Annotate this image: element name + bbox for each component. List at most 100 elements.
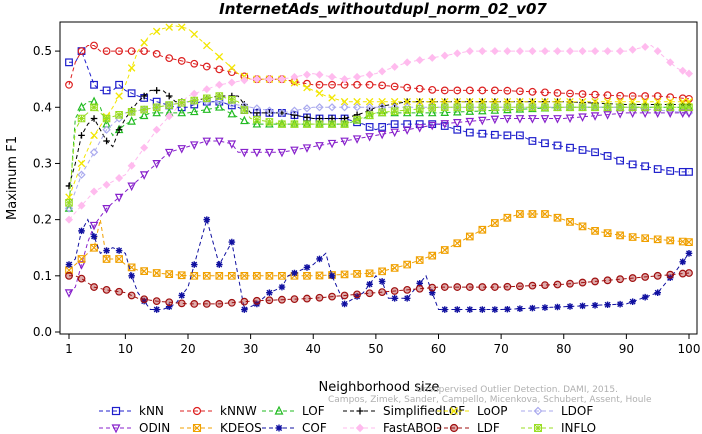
point-lof-21 bbox=[189, 106, 199, 116]
point-kdeos-81 bbox=[566, 218, 574, 226]
x-tick-label-1: 1 bbox=[65, 342, 73, 356]
point-fastabod-57 bbox=[415, 56, 424, 65]
point-cof-95 bbox=[654, 289, 661, 296]
point-odin-71 bbox=[503, 115, 512, 124]
point-ldf-45 bbox=[340, 291, 349, 300]
point-fastabod-89 bbox=[616, 47, 625, 56]
point-ldf-27 bbox=[227, 298, 236, 307]
point-ldof-31 bbox=[252, 104, 262, 113]
point-loop-39 bbox=[303, 83, 311, 92]
point-loop-27 bbox=[228, 64, 236, 72]
point-lof-31 bbox=[252, 118, 262, 128]
point-loop-21 bbox=[190, 30, 199, 38]
point-ldf-31 bbox=[252, 296, 261, 305]
point-fastabod-99 bbox=[678, 66, 687, 75]
point-lof-19 bbox=[177, 107, 186, 117]
point-knn-79 bbox=[553, 141, 562, 150]
point-knnw-25 bbox=[215, 65, 224, 74]
point-knn-91 bbox=[628, 160, 637, 169]
point-ldf-5 bbox=[90, 283, 98, 291]
x-tick-label-100: 100 bbox=[678, 342, 701, 356]
x-tick-label-50: 50 bbox=[368, 342, 383, 356]
point-ldf-15 bbox=[152, 297, 161, 306]
point-knnw-19 bbox=[177, 57, 186, 65]
point-fastabod-11 bbox=[127, 161, 136, 170]
point-fastabod-61 bbox=[440, 51, 449, 60]
legend-item-odin: ODIN bbox=[99, 421, 170, 434]
point-lof-25 bbox=[215, 102, 224, 111]
legend-marker-odin bbox=[111, 424, 121, 434]
y-tick-label-0.3: 0.3 bbox=[33, 156, 52, 170]
point-fastabod-51 bbox=[378, 67, 387, 76]
point-cof-53 bbox=[391, 294, 398, 302]
point-fastabod-27 bbox=[227, 78, 236, 87]
point-fastabod-81 bbox=[566, 47, 575, 56]
point-kdeos-1 bbox=[65, 266, 73, 275]
point-knnw-93 bbox=[641, 92, 650, 100]
point-fastabod-39 bbox=[302, 70, 311, 79]
point-kdeos-35 bbox=[278, 271, 286, 280]
point-cof-39 bbox=[303, 264, 311, 271]
point-inflo-59 bbox=[428, 104, 437, 112]
point-fastabod-67 bbox=[478, 47, 487, 56]
point-ldf-71 bbox=[503, 282, 512, 291]
legend-item-knnw: kNNW bbox=[180, 404, 257, 418]
point-odin-9 bbox=[114, 193, 124, 203]
point-fastabod-73 bbox=[515, 47, 524, 56]
point-loop-15 bbox=[152, 27, 161, 36]
point-knnw-11 bbox=[127, 47, 136, 55]
point-ldf-100 bbox=[685, 269, 693, 277]
legend-label-knnw: kNNW bbox=[220, 404, 257, 418]
point-cof-21 bbox=[190, 261, 198, 268]
series-line-loop bbox=[68, 25, 689, 198]
point-odin-83 bbox=[578, 113, 587, 122]
legend-label-simplifiedlof: SimplifiedLOF bbox=[383, 404, 465, 418]
point-fastabod-87 bbox=[603, 47, 612, 56]
point-lof-27 bbox=[227, 108, 237, 118]
series-layer bbox=[64, 23, 694, 313]
point-loop-17 bbox=[165, 23, 173, 31]
point-kdeos-71 bbox=[503, 213, 512, 222]
point-fastabod-31 bbox=[252, 75, 261, 84]
point-kdeos-29 bbox=[240, 271, 249, 280]
point-ldof-41 bbox=[315, 103, 324, 112]
point-ldof-91 bbox=[628, 103, 637, 112]
point-knnw-7 bbox=[102, 47, 111, 55]
point-ldof-49 bbox=[365, 103, 374, 112]
point-inflo-99 bbox=[678, 103, 687, 112]
legend-label-fastabod: FastABOD bbox=[383, 421, 442, 434]
series-line-ldf bbox=[69, 272, 690, 305]
point-kdeos-31 bbox=[253, 271, 261, 280]
point-fastabod-93 bbox=[641, 42, 650, 51]
point-inflo-21 bbox=[190, 96, 199, 105]
point-simplifiedlof-1 bbox=[65, 182, 73, 190]
point-inflo-11 bbox=[127, 107, 136, 116]
point-loop-25 bbox=[215, 52, 224, 61]
point-lof-11 bbox=[127, 116, 136, 125]
point-kdeos-41 bbox=[315, 271, 324, 280]
series-line-odin bbox=[68, 112, 689, 294]
point-cof-79 bbox=[554, 303, 561, 311]
point-kdeos-63 bbox=[453, 239, 462, 248]
point-knn-67 bbox=[478, 129, 487, 138]
point-fastabod-49 bbox=[365, 70, 374, 79]
point-knnw-71 bbox=[503, 86, 512, 95]
point-odin-5 bbox=[89, 221, 99, 231]
point-knnw-83 bbox=[578, 90, 587, 98]
point-cof-35 bbox=[278, 283, 286, 291]
point-loop-41 bbox=[315, 89, 324, 97]
point-inflo-7 bbox=[102, 114, 111, 123]
point-kdeos-51 bbox=[378, 267, 386, 276]
point-cof-100 bbox=[685, 250, 693, 257]
point-knnw-69 bbox=[490, 86, 499, 95]
legend-label-kdeos: KDEOS bbox=[220, 421, 262, 434]
point-knn-93 bbox=[641, 162, 650, 171]
point-kdeos-25 bbox=[215, 271, 224, 280]
series-line-kdeos bbox=[68, 213, 690, 277]
point-ldf-55 bbox=[403, 285, 412, 294]
legend-marker-knn bbox=[111, 406, 121, 416]
point-simplifiedlof-17 bbox=[165, 92, 173, 100]
point-inflo-85 bbox=[591, 103, 599, 112]
point-odin-53 bbox=[390, 128, 399, 138]
point-kdeos-7 bbox=[102, 255, 111, 263]
